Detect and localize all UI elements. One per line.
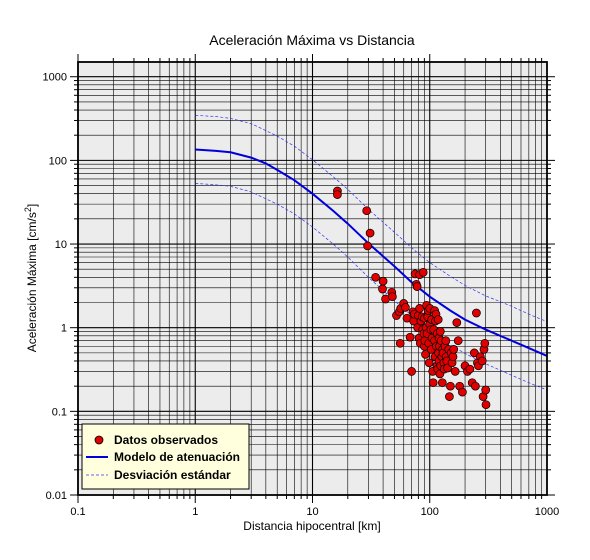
data-point [445, 392, 454, 401]
data-point [480, 338, 490, 348]
x-axis-label: Distancia hipocentral [km] [243, 519, 380, 533]
data-point [405, 332, 415, 342]
x-tick-labels: 0.1 1 10 100 1000 [70, 506, 559, 518]
data-point [477, 356, 487, 366]
data-point [362, 206, 372, 216]
data-point [453, 336, 463, 346]
x-tick-label: 1 [192, 506, 198, 518]
chart-title: Aceleración Máxima vs Distancia [209, 32, 415, 48]
data-point [363, 241, 372, 251]
deviation-line [195, 183, 548, 391]
data-point [441, 336, 451, 346]
y-axis-label: Aceleración Máxima [cm/s2] [23, 204, 39, 352]
y-tick-label: 1000 [43, 72, 67, 84]
legend-marker-icon [94, 435, 104, 445]
data-point [449, 345, 459, 354]
data-point [421, 350, 430, 359]
data-point [378, 276, 388, 286]
data-point [450, 367, 460, 376]
y-axis-label-superscript: 2 [23, 207, 33, 212]
legend: Datos observados Modelo de atenuación De… [81, 423, 250, 490]
legend-box [81, 423, 250, 490]
data-point [365, 228, 375, 238]
data-point [452, 318, 462, 327]
x-tick-label: 100 [421, 506, 439, 518]
data-point [437, 378, 447, 388]
x-tick-label: 0.1 [70, 506, 85, 518]
data-point [471, 381, 480, 391]
y-tick-label: 10 [55, 239, 67, 251]
data-point [448, 352, 458, 362]
data-point [433, 315, 443, 324]
data-point [472, 308, 481, 318]
y-tick-label: 100 [49, 155, 67, 167]
data-point [418, 267, 428, 277]
model-line [195, 148, 548, 357]
x-tick-label: 10 [306, 506, 318, 518]
data-point [333, 190, 342, 199]
y-tick-label: 0.01 [46, 490, 67, 502]
legend-label-deviation: Desviación estándar [114, 468, 231, 482]
data-point [481, 400, 491, 410]
data-point [481, 385, 491, 395]
data-point [412, 282, 422, 291]
data-point [428, 378, 438, 388]
grid-lines [77, 62, 547, 496]
legend-label-model: Modelo de atenuación [114, 450, 240, 464]
y-tick-label: 1 [61, 323, 67, 335]
data-point [395, 338, 405, 348]
y-axis-label-main: Aceleración Máxima [cm/s [25, 212, 39, 352]
data-point [407, 367, 416, 376]
data-point [458, 387, 467, 397]
y-tick-label: 0.1 [52, 406, 67, 418]
data-point [401, 303, 410, 312]
legend-label-observed: Datos observados [114, 433, 218, 447]
data-point [446, 381, 455, 391]
data-point [388, 292, 397, 302]
data-point [371, 272, 380, 282]
y-tick-labels: 0.01 0.1 1 10 100 1000 [43, 72, 67, 502]
plot-frame [77, 61, 548, 496]
y-axis-label-suffix: ] [25, 204, 39, 207]
data-point [378, 284, 387, 294]
data-point [424, 358, 434, 368]
x-tick-label: 1000 [535, 506, 559, 518]
data-point [435, 327, 445, 336]
data-point [465, 364, 475, 374]
data-points [333, 186, 491, 410]
